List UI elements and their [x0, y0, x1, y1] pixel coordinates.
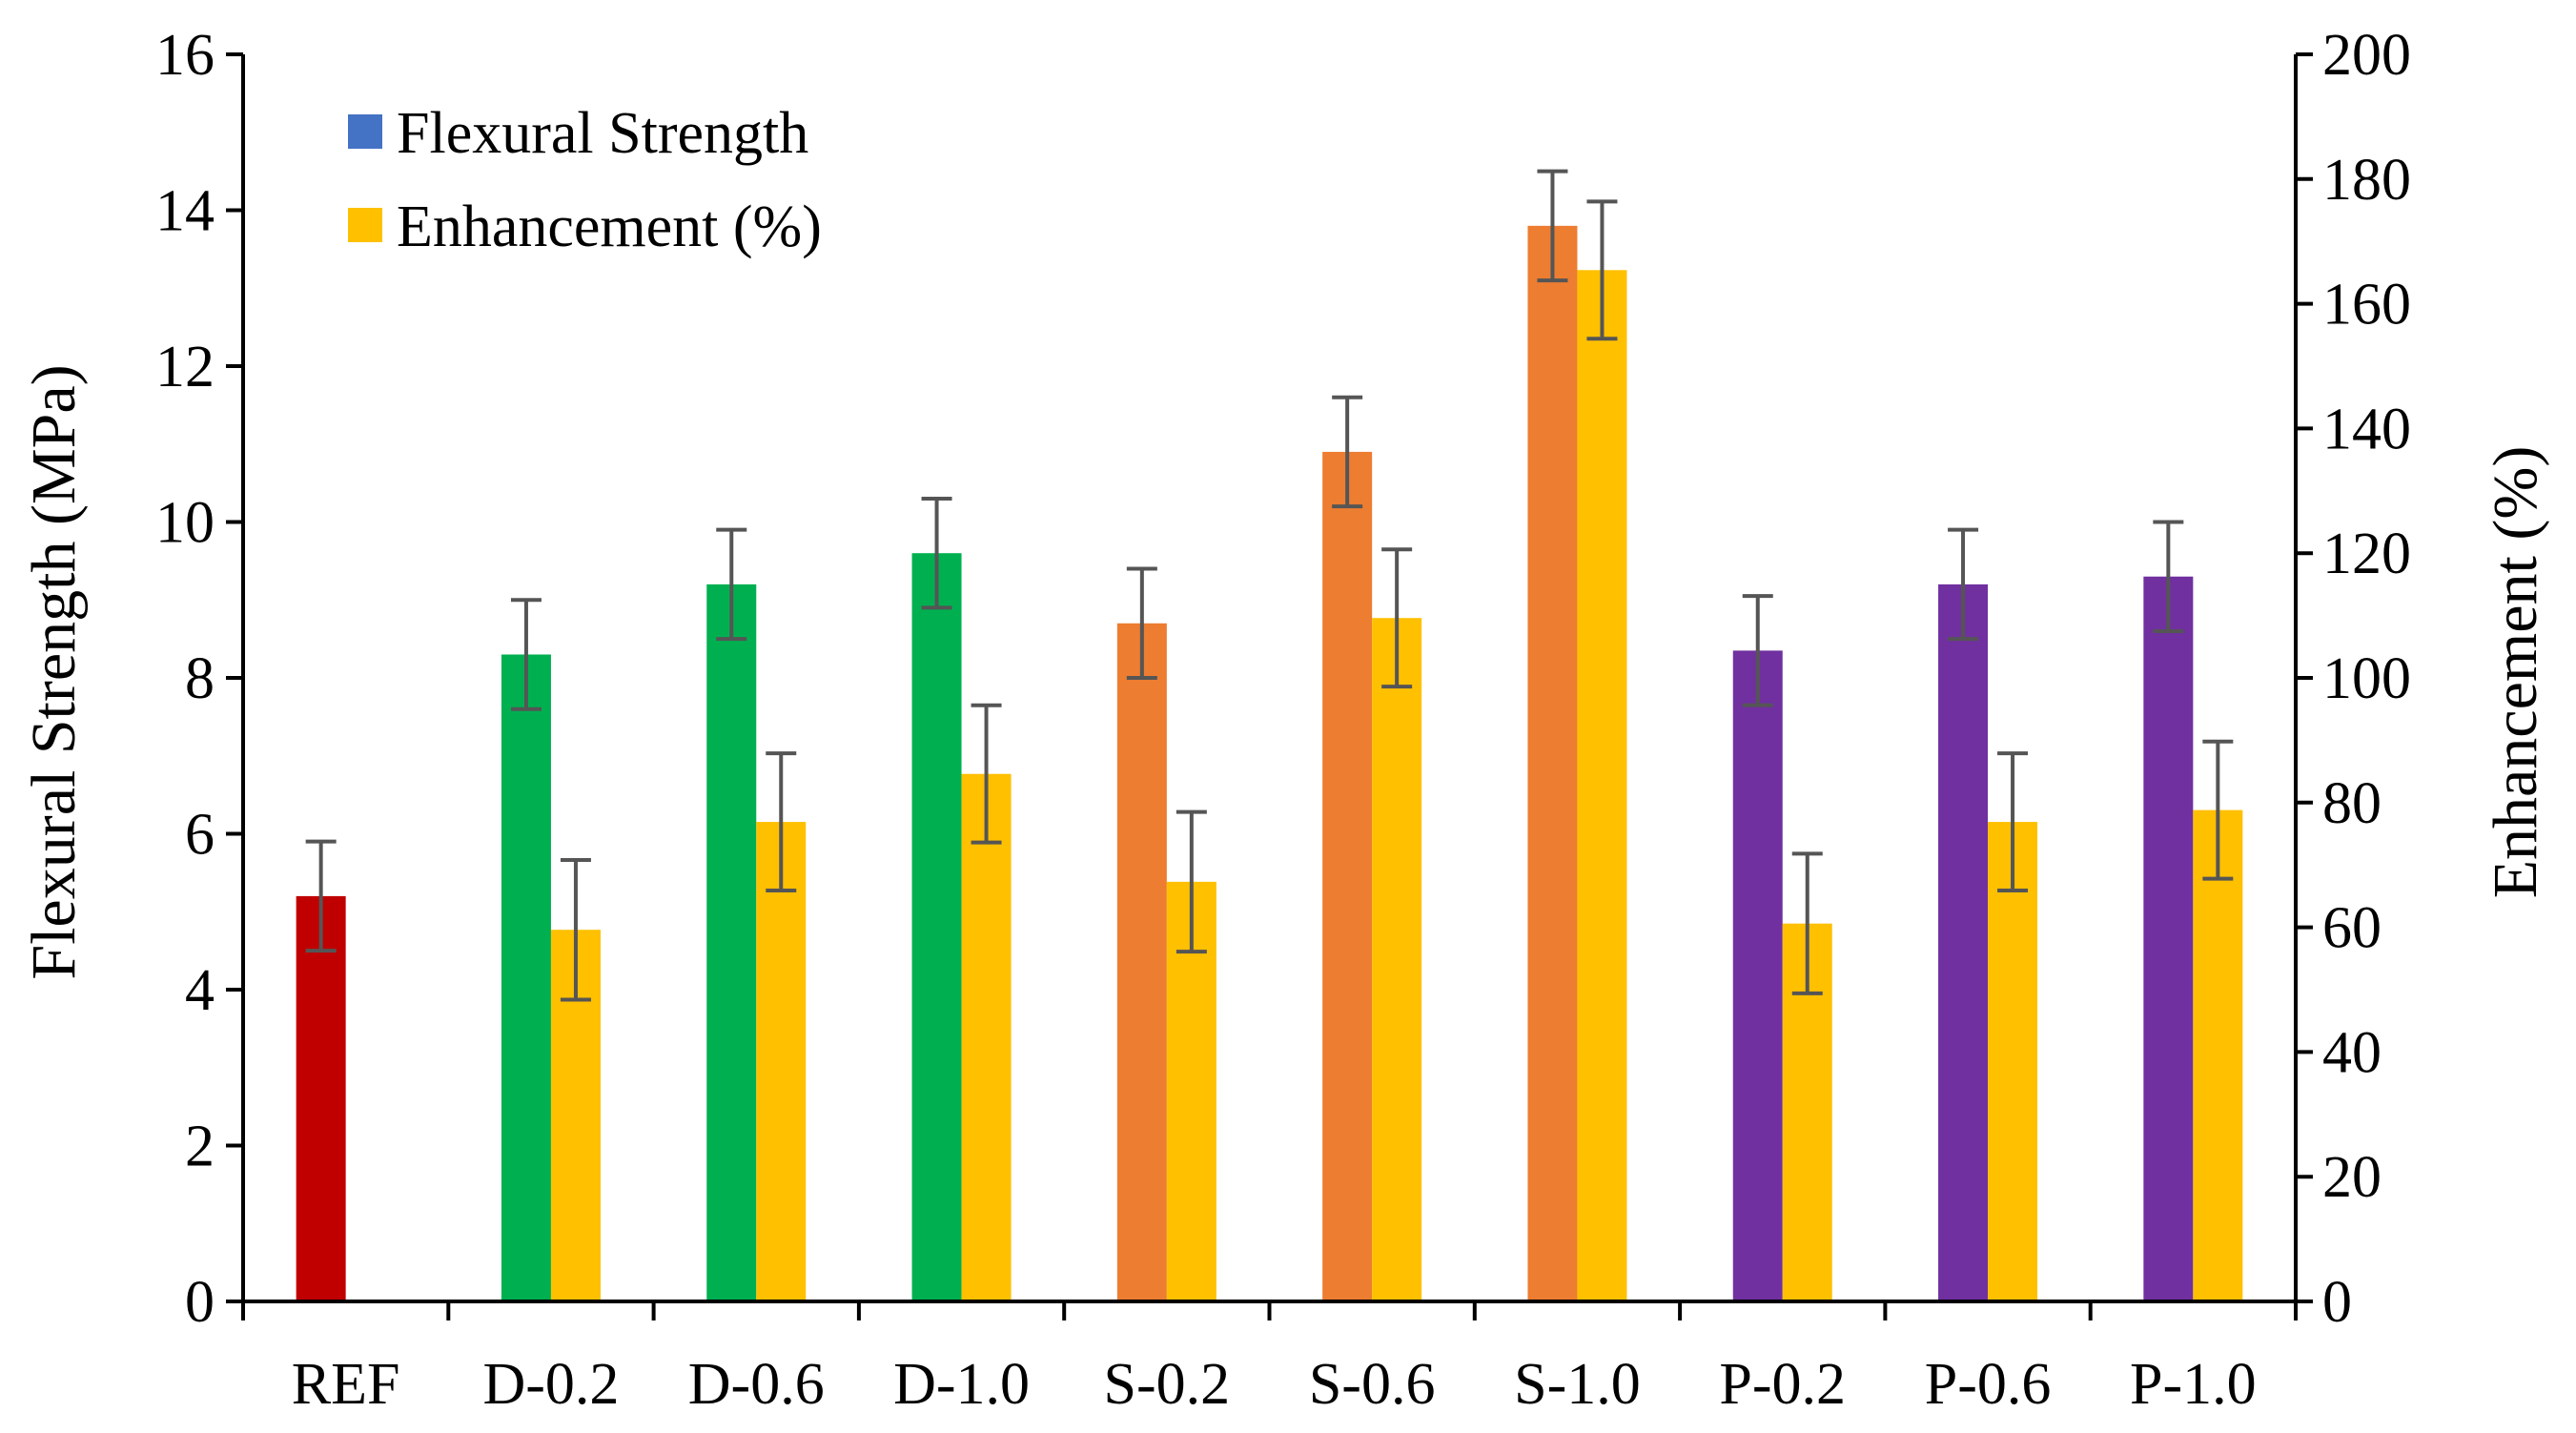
- bar-enhancement-p-1.0: [2193, 809, 2243, 1301]
- axes-layer: 0246810121416020406080100120140160180200…: [155, 23, 2411, 1417]
- left-tick-label: 4: [185, 958, 215, 1023]
- bar-flexural-strength-p-0.2: [1732, 650, 1783, 1301]
- left-tick-label: 6: [185, 803, 215, 868]
- left-tick-label: 0: [185, 1270, 215, 1335]
- right-tick-label: 140: [2322, 397, 2411, 461]
- right-tick-label: 60: [2322, 896, 2382, 961]
- right-tick-label: 180: [2322, 148, 2411, 213]
- bar-flexural-strength-d-1.0: [911, 553, 962, 1301]
- bar-enhancement-d-0.6: [756, 822, 807, 1301]
- left-tick-label: 14: [155, 179, 215, 244]
- bar-enhancement-d-1.0: [961, 773, 1012, 1301]
- right-axis-title: Enhancement (%): [2481, 446, 2550, 899]
- bar-flexural-strength-s-0.6: [1322, 451, 1373, 1301]
- right-tick-label: 20: [2322, 1145, 2382, 1210]
- legend-swatch-enhancement: [348, 208, 382, 242]
- right-tick-label: 40: [2322, 1020, 2382, 1085]
- x-tick-label-s-0.6: S-0.6: [1309, 1352, 1436, 1417]
- legend-label-flexural-strength: Flexural Strength: [397, 101, 808, 166]
- bar-flexural-strength-p-0.6: [1938, 583, 1989, 1301]
- error-bars-layer: [305, 169, 2234, 1002]
- x-tick-label-p-0.6: P-0.6: [1925, 1352, 2052, 1417]
- bar-flexural-strength-d-0.2: [501, 654, 551, 1301]
- legend: Flexural Strength Enhancement (%): [348, 101, 822, 259]
- bar-enhancement-s-1.0: [1577, 270, 1627, 1302]
- left-axis-title: Flexural Strength (MPa): [19, 364, 89, 979]
- bar-flexural-strength-s-1.0: [1527, 225, 1578, 1302]
- x-tick-label-s-1.0: S-1.0: [1514, 1352, 1641, 1417]
- x-tick-label-d-0.2: D-0.2: [482, 1352, 619, 1417]
- left-tick-label: 16: [155, 23, 215, 88]
- right-tick-label: 200: [2322, 23, 2411, 88]
- x-tick-label-p-0.2: P-0.2: [1719, 1352, 1846, 1417]
- right-tick-label: 100: [2322, 646, 2411, 711]
- bar-enhancement-p-0.6: [1988, 822, 2038, 1301]
- bar-flexural-strength-p-1.0: [2143, 576, 2194, 1301]
- legend-label-enhancement: Enhancement (%): [397, 194, 822, 259]
- x-tick-label-s-0.2: S-0.2: [1104, 1352, 1231, 1417]
- right-tick-label: 120: [2322, 522, 2411, 586]
- x-tick-label-d-1.0: D-1.0: [893, 1352, 1030, 1417]
- left-tick-label: 2: [185, 1115, 215, 1179]
- x-tick-label-ref: REF: [292, 1352, 400, 1417]
- x-tick-label-p-1.0: P-1.0: [2130, 1352, 2257, 1417]
- x-tick-label-d-0.6: D-0.6: [688, 1352, 825, 1417]
- right-tick-label: 0: [2322, 1270, 2352, 1335]
- left-tick-label: 12: [155, 335, 215, 399]
- bars-layer: [296, 225, 2243, 1302]
- right-tick-label: 160: [2322, 273, 2411, 338]
- left-tick-label: 8: [185, 646, 215, 711]
- bar-flexural-strength-s-0.2: [1116, 623, 1167, 1301]
- left-tick-label: 10: [155, 491, 215, 556]
- right-tick-label: 80: [2322, 771, 2382, 836]
- bar-flexural-strength-ref: [296, 895, 346, 1301]
- bar-flexural-strength-d-0.6: [706, 583, 757, 1301]
- bar-enhancement-s-0.6: [1372, 618, 1422, 1301]
- legend-swatch-flexural-strength: [348, 114, 382, 149]
